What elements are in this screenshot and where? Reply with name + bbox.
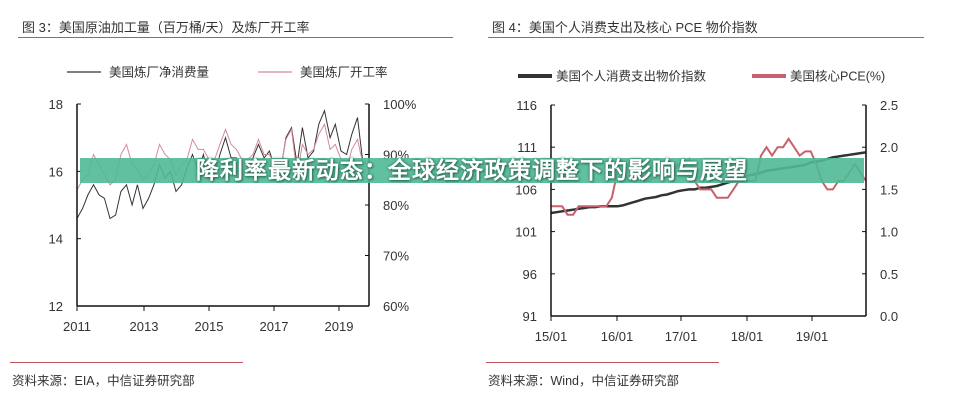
chart4-title: 图 4：美国个人消费支出及核心 PCE 物价指数 — [492, 20, 758, 35]
x-tick-label: 2015 — [195, 319, 224, 334]
left-tick-label: 12 — [49, 299, 63, 314]
right-tick-label: 0.0 — [880, 309, 898, 324]
chart4-source: 资料来源：Wind，中信证券研究部 — [488, 374, 679, 388]
chart4-source-rule — [486, 362, 719, 363]
chart3-title-rule — [18, 37, 453, 38]
legend-label: 美国核心PCE(%) — [790, 70, 885, 84]
left-tick-label: 116 — [516, 98, 537, 113]
right-tick-label: 100% — [383, 97, 417, 112]
right-tick-label: 80% — [383, 198, 409, 213]
x-tick-label: 2019 — [325, 319, 354, 334]
left-tick-label: 18 — [49, 97, 63, 112]
chart3-title: 图 3：美国原油加工量（百万桶/天）及炼厂开工率 — [22, 20, 310, 35]
right-tick-label: 2.0 — [880, 140, 898, 155]
legend-label: 美国炼厂净消费量 — [109, 65, 209, 80]
right-tick-label: 0.5 — [880, 267, 898, 282]
legend-label: 美国个人消费支出物价指数 — [556, 69, 707, 84]
series-line-1 — [76, 122, 364, 191]
x-tick-label: 2011 — [63, 319, 91, 334]
headline-text: 降利率最新动态：全球经济政策调整下的影响与展望 — [196, 157, 748, 183]
right-tick-label: 1.0 — [880, 225, 898, 240]
right-tick-label: 2.5 — [880, 98, 898, 113]
chart4-title-rule — [488, 37, 924, 38]
x-tick-label: 17/01 — [665, 329, 698, 344]
chart3-source-rule — [10, 362, 243, 363]
series-line-1 — [551, 136, 867, 216]
left-tick-label: 106 — [515, 182, 537, 197]
right-tick-label: 1.5 — [880, 182, 898, 197]
left-tick-label: 91 — [523, 309, 537, 324]
right-tick-label: 60% — [383, 299, 409, 314]
chart3-source: 资料来源：EIA，中信证券研究部 — [12, 374, 195, 388]
series-line-0 — [76, 109, 364, 220]
legend-label: 美国炼厂开工率 — [300, 65, 388, 80]
left-tick-label: 96 — [523, 267, 537, 282]
right-tick-label: 70% — [383, 249, 409, 264]
left-tick-label: 111 — [517, 140, 537, 155]
left-tick-label: 14 — [49, 232, 63, 247]
x-tick-label: 19/01 — [796, 329, 829, 344]
left-tick-label: 16 — [49, 164, 63, 179]
x-tick-label: 2017 — [260, 319, 289, 334]
x-tick-label: 16/01 — [601, 329, 634, 344]
x-tick-label: 2013 — [130, 319, 159, 334]
x-tick-label: 15/01 — [535, 329, 568, 344]
x-tick-label: 18/01 — [731, 329, 764, 344]
headline-banner: 降利率最新动态：全球经济政策调整下的影响与展望 — [80, 158, 864, 183]
left-tick-label: 101 — [515, 225, 537, 240]
